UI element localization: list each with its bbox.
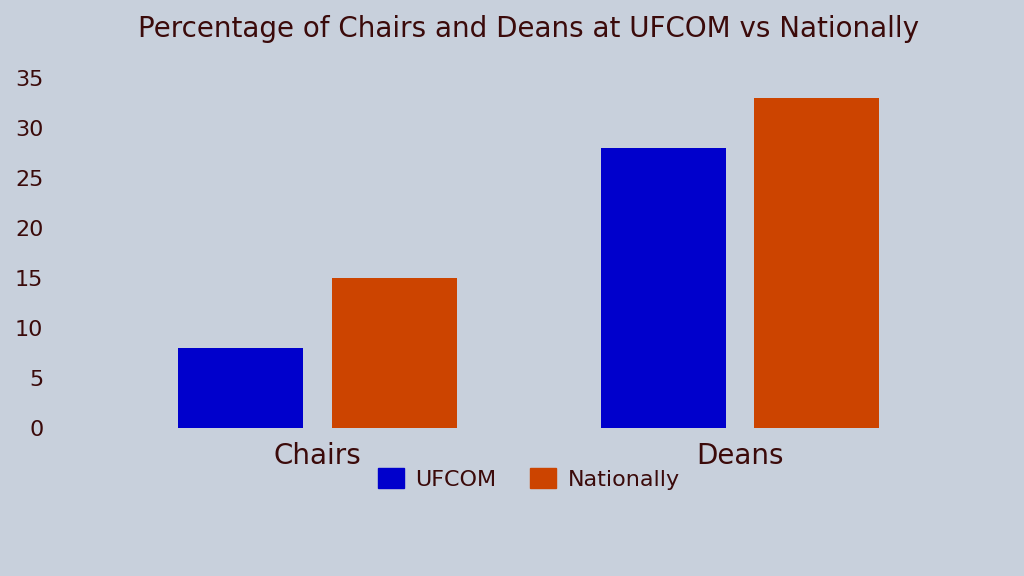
Bar [332,278,457,429]
Bar [755,98,880,429]
Bar [178,348,303,429]
Legend: UFCOM, Nationally: UFCOM, Nationally [369,460,688,499]
Title: Percentage of Chairs and Deans at UFCOM vs Nationally: Percentage of Chairs and Deans at UFCOM … [138,15,920,43]
Bar [601,148,726,429]
